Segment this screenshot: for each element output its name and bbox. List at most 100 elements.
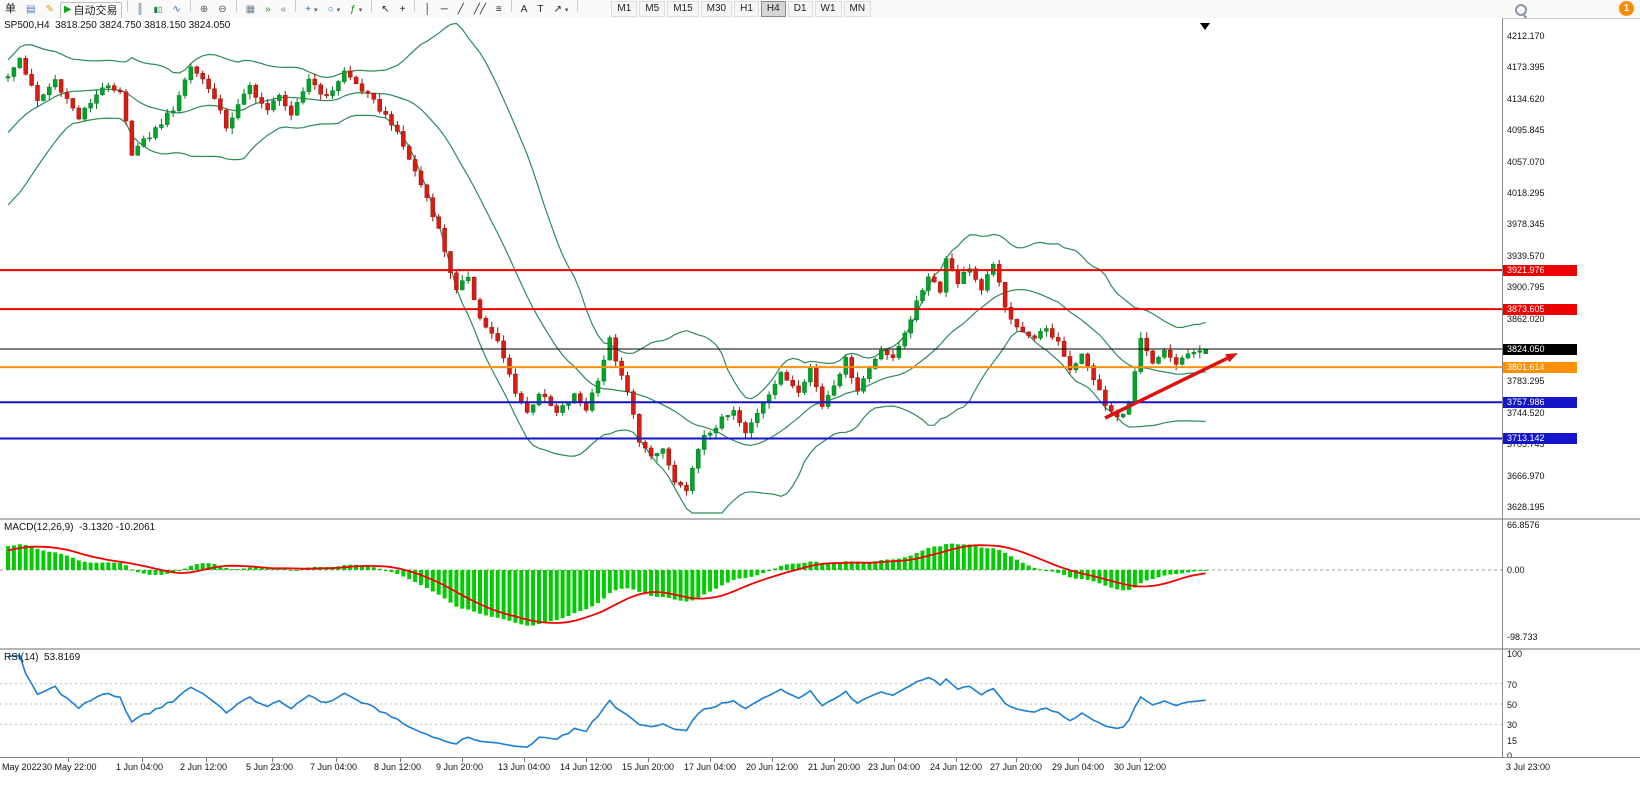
toolbar-separator bbox=[414, 0, 416, 13]
play-icon: ▶ bbox=[63, 4, 72, 16]
price-chart-plot[interactable] bbox=[0, 18, 1502, 518]
profiles-button[interactable]: ○ ▾ bbox=[324, 2, 345, 19]
autotrading-button-label: 自动交易 bbox=[73, 5, 118, 18]
arrows-button[interactable]: ↗ ▾ bbox=[549, 2, 572, 19]
timeframe-mn-button[interactable]: MN bbox=[843, 1, 872, 17]
time-axis-tick bbox=[68, 758, 69, 762]
timeframe-w1-button[interactable]: W1 bbox=[814, 1, 842, 17]
candlestick-chart-button[interactable]: ▮▯ bbox=[150, 2, 167, 19]
tile-windows-button[interactable]: ▦ bbox=[242, 2, 259, 19]
price-tick-label: 3862.020 bbox=[1507, 313, 1545, 324]
rsi-axis-label: 50 bbox=[1507, 700, 1518, 710]
zoom-out-button[interactable]: ⊖ bbox=[214, 2, 230, 19]
vertical-line-button[interactable]: │ bbox=[420, 2, 434, 19]
textT-icon: T bbox=[537, 4, 544, 16]
line-chart-button[interactable]: ∿ bbox=[168, 2, 184, 19]
rsi-panel: RSI(14) 53.8169 bbox=[0, 650, 1502, 757]
fibo-icon: ≡ bbox=[495, 4, 502, 16]
bar-chart-button[interactable]: ║ bbox=[133, 2, 148, 19]
notification-badge[interactable]: 1 bbox=[1619, 1, 1634, 16]
time-axis-label: 17 Jun 04:00 bbox=[684, 762, 737, 772]
fibonacci-button[interactable]: ≡ bbox=[492, 2, 506, 19]
time-axis-tick bbox=[1078, 758, 1079, 762]
price-tick-label: 3978.345 bbox=[1507, 219, 1545, 230]
price-tick-label: 3705.745 bbox=[1507, 439, 1545, 450]
time-axis-tick bbox=[894, 758, 895, 762]
time-axis-tick bbox=[710, 758, 711, 762]
vline-icon: │ bbox=[424, 4, 431, 16]
price-tick-label: 4134.620 bbox=[1507, 93, 1545, 104]
timeframe-toolbar: M1 M5 M15 M30 H1 H4 D1 W1 MN bbox=[610, 1, 872, 17]
price-line-box: 3801.614 bbox=[1503, 361, 1577, 373]
autoscroll-icon: » bbox=[265, 4, 271, 16]
price-tick-label: 4095.845 bbox=[1507, 125, 1545, 136]
price-scale-border bbox=[1502, 18, 1503, 757]
text-button[interactable]: A bbox=[517, 2, 532, 19]
charts-window-button[interactable]: ▤ bbox=[22, 2, 39, 19]
trend-arrow[interactable] bbox=[1104, 353, 1238, 420]
zoom-in-button[interactable]: ⊕ bbox=[196, 2, 212, 19]
linechart-icon: ∿ bbox=[172, 4, 181, 16]
trendline-button[interactable]: ╱ bbox=[454, 2, 468, 19]
newchart-icon: + bbox=[305, 4, 312, 16]
price-tick-label: 4057.070 bbox=[1507, 156, 1545, 167]
autotrading-button[interactable]: ▶ 自动交易 bbox=[59, 1, 122, 19]
price-line-box: 3921.976 bbox=[1503, 264, 1577, 276]
chart-shift-button[interactable]: « bbox=[277, 2, 291, 19]
ohlc-values: 3818.250 3824.750 3818.150 3824.050 bbox=[55, 20, 231, 31]
new-chart-button[interactable]: + ▾ bbox=[301, 2, 321, 19]
toolbar-separator bbox=[295, 0, 297, 13]
new-order-button-label: 单 bbox=[5, 3, 16, 16]
new-order-button[interactable]: 单 bbox=[1, 0, 20, 17]
search-icon[interactable] bbox=[1515, 4, 1527, 16]
time-axis-tick bbox=[772, 758, 773, 762]
rsi-name: RSI(14) bbox=[4, 652, 39, 663]
time-axis-tick bbox=[834, 758, 835, 762]
bars-icon: ║ bbox=[136, 4, 144, 16]
time-axis[interactable]: May 2022 30 May 22:00 1 Jun 04:00 2 Jun 12:… bbox=[0, 757, 1640, 776]
time-axis-tick bbox=[648, 758, 649, 762]
time-axis-tick bbox=[1016, 758, 1017, 762]
panel-splitter[interactable] bbox=[0, 518, 1640, 520]
timeframe-h1-button[interactable]: H1 bbox=[734, 1, 759, 17]
horizontal-line-button[interactable]: ─ bbox=[437, 2, 452, 19]
rsi-plot[interactable] bbox=[0, 650, 1502, 757]
toolbar-separator bbox=[371, 0, 373, 13]
auto-scroll-button[interactable]: » bbox=[261, 2, 275, 19]
timeframe-m30-button[interactable]: M30 bbox=[700, 1, 733, 17]
rsi-label: RSI(14) 53.8169 bbox=[4, 652, 80, 663]
price-tick-label: 3744.520 bbox=[1507, 407, 1545, 418]
indicators-button[interactable]: ƒ ▾ bbox=[346, 2, 366, 19]
dropdown-caret-icon: ▾ bbox=[314, 7, 318, 15]
chart-ohlc-label: SP500,H4 3818.250 3824.750 3818.150 3824… bbox=[4, 20, 230, 31]
macd-histogram bbox=[6, 543, 1208, 626]
price-tick-label: 3900.795 bbox=[1507, 282, 1545, 293]
rsi-axis-label: 30 bbox=[1507, 720, 1518, 731]
time-axis-tick bbox=[142, 758, 143, 762]
bid-price-box: 3824.050 bbox=[1503, 343, 1577, 355]
price-tick-label: 3939.570 bbox=[1507, 250, 1545, 261]
pencil-icon: ✎ bbox=[45, 4, 54, 16]
cursor-button[interactable]: ↖ bbox=[377, 2, 393, 19]
tile-icon: ▦ bbox=[245, 4, 256, 16]
macd-plot[interactable] bbox=[0, 520, 1502, 648]
crosshair-button[interactable]: + bbox=[396, 2, 410, 19]
price-tick-label: 4018.295 bbox=[1507, 188, 1545, 198]
time-axis-tick bbox=[956, 758, 957, 762]
timeframe-d1-button[interactable]: D1 bbox=[787, 1, 813, 17]
timeframe-m15-button[interactable]: M15 bbox=[667, 1, 699, 17]
price-line-box: 3713.142 bbox=[1503, 432, 1577, 444]
channel-button[interactable]: ╱╱ bbox=[470, 2, 490, 19]
time-axis-tick bbox=[524, 758, 525, 762]
cursor-icon: ↖ bbox=[381, 4, 390, 16]
time-axis-label: 13 Jun 04:00 bbox=[498, 762, 551, 772]
timeframe-h4-button[interactable]: H4 bbox=[760, 1, 786, 17]
panel-splitter[interactable] bbox=[0, 648, 1640, 650]
text-label-button[interactable]: T bbox=[533, 2, 547, 19]
rsi-line bbox=[7, 654, 1206, 749]
timeframe-m5-button[interactable]: M5 bbox=[639, 1, 666, 17]
toolbar-separator bbox=[577, 0, 579, 13]
timeframe-m1-button[interactable]: M1 bbox=[611, 1, 638, 17]
price-scale[interactable]: 4212.170 4173.395 4134.620 4095.845 4057.070… bbox=[1503, 0, 1640, 775]
metaeditor-button[interactable]: ✎ bbox=[41, 2, 57, 19]
